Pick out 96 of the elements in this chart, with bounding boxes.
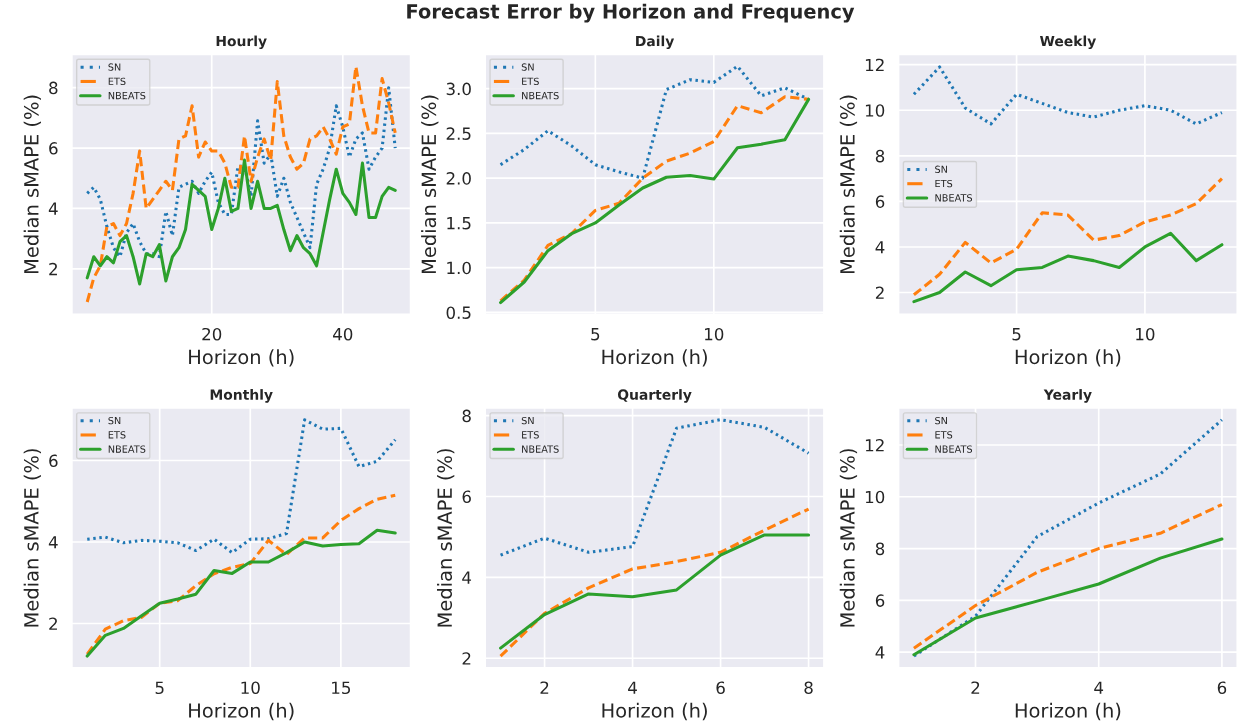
y-axis-title: Median sMAPE (%): [839, 95, 858, 273]
line-series: [912, 177, 1224, 297]
x-tick-label: 10: [241, 681, 260, 695]
y-tick-label: 2.0: [446, 172, 471, 185]
legend-label: ETS: [522, 431, 539, 439]
y-tick-label: 6: [49, 142, 58, 155]
line-series: [85, 528, 397, 658]
line-series: [912, 65, 1224, 126]
x-tick-label: 8: [804, 681, 813, 695]
y-tick-label: 10: [865, 490, 885, 504]
y-tick-label: 4: [875, 241, 885, 254]
x-tick-label: 6: [1217, 681, 1227, 695]
x-axis-title: Horizon (h): [602, 702, 707, 721]
x-tick-label: 4: [628, 681, 637, 694]
line-series: [85, 65, 397, 304]
line-series: [912, 503, 1224, 650]
line-series: [85, 86, 397, 259]
x-tick-label: 40: [333, 327, 353, 341]
chart-title: Daily: [636, 35, 675, 50]
y-tick-label: 4: [48, 202, 58, 215]
x-tick-label: 4: [1094, 681, 1104, 694]
line-series: [85, 158, 397, 286]
y-tick-label: 6: [462, 490, 471, 504]
x-tick-label: 2: [540, 681, 549, 694]
line-series: [499, 507, 811, 658]
y-axis-title: Median sMAPE (%): [23, 95, 41, 273]
y-tick-label: 10: [865, 104, 885, 117]
x-tick-label: 6: [716, 681, 725, 695]
legend-label: NBEATS: [935, 445, 973, 453]
x-tick-label: 2: [971, 681, 980, 694]
legend-label: SN: [521, 416, 534, 425]
y-tick-label: 2: [462, 652, 471, 665]
legend-label: NBEATS: [522, 445, 559, 453]
y-tick-label: 2: [49, 617, 57, 630]
legend-label: ETS: [108, 431, 126, 439]
y-axis-title: Median sMAPE (%): [421, 95, 439, 273]
text: Forecast Error by Horizon and Frequency: [407, 3, 855, 23]
y-tick-label: 12: [865, 438, 884, 452]
line-series: [912, 418, 1224, 658]
y-tick-label: 8: [462, 409, 471, 423]
legend-label: SN: [935, 165, 947, 173]
x-axis-title: Horizon (h): [1015, 702, 1121, 721]
line-series: [912, 231, 1224, 304]
line-series: [85, 418, 397, 555]
x-tick-label: 15: [332, 681, 351, 695]
y-tick-label: 2.5: [446, 127, 471, 140]
x-axis-title: Horizon (h): [602, 349, 707, 367]
legend-label: ETS: [522, 77, 539, 85]
y-tick-label: 8: [875, 149, 885, 163]
y-tick-label: 6: [49, 454, 58, 468]
y-tick-label: 6: [875, 195, 885, 208]
y-axis-title: Median sMAPE (%): [436, 449, 455, 627]
line-series: [912, 537, 1224, 657]
y-tick-label: 4: [48, 536, 58, 549]
x-axis-title: Horizon (h): [189, 702, 294, 721]
y-tick-label: 6: [875, 594, 885, 607]
y-tick-label: 4: [462, 571, 472, 584]
y-tick-label: 4: [875, 646, 885, 659]
y-tick-label: 1.5: [447, 217, 471, 230]
y-tick-label: 8: [875, 542, 885, 556]
chart-title: Yearly: [1043, 389, 1092, 403]
chart-title: Monthly: [210, 389, 273, 403]
legend-label: SN: [521, 63, 534, 71]
x-tick-label: 5: [591, 328, 600, 341]
x-axis-title: Horizon (h): [1015, 349, 1121, 367]
legend-label: SN: [935, 416, 947, 425]
y-tick-label: 2: [875, 286, 884, 299]
y-tick-label: 8: [49, 81, 58, 95]
y-tick-label: 3.0: [446, 82, 471, 96]
y-tick-label: 0.5: [446, 306, 471, 319]
chart-title: Quarterly: [617, 389, 692, 403]
legend-label: ETS: [935, 179, 953, 188]
legend-label: NBEATS: [522, 91, 559, 100]
x-tick-label: 10: [705, 327, 724, 341]
x-tick-label: 10: [1136, 327, 1155, 341]
y-axis-title: Median sMAPE (%): [23, 449, 41, 627]
y-axis-title: Median sMAPE (%): [839, 449, 858, 627]
y-tick-label: 2: [49, 262, 57, 276]
chart-title: Weekly: [1039, 35, 1097, 50]
chart-title: Hourly: [216, 35, 267, 50]
y-tick-label: 12: [865, 58, 884, 72]
y-tick-label: 1.0: [447, 261, 471, 275]
legend-label: SN: [108, 416, 121, 425]
legend-label: NBEATS: [935, 194, 973, 202]
x-tick-label: 5: [155, 681, 164, 695]
legend-label: SN: [108, 63, 121, 71]
x-tick-label: 20: [202, 327, 222, 341]
legend-label: NBEATS: [108, 91, 146, 100]
legend-label: ETS: [108, 77, 126, 85]
line-series: [499, 418, 811, 557]
line-series: [499, 533, 811, 650]
line-series: [85, 493, 397, 656]
legend-label: NBEATS: [108, 445, 146, 453]
x-tick-label: 5: [1012, 328, 1021, 341]
x-axis-title: Horizon (h): [189, 349, 294, 367]
legend-label: ETS: [935, 431, 953, 439]
